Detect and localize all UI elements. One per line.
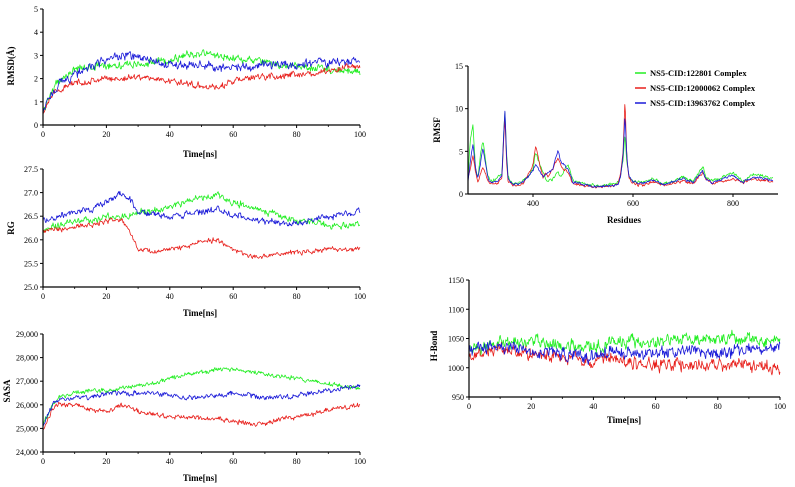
hbond-panel: 0 20 40 60 80 100 950 1000 1050 1100 1150 Time[ns]… bbox=[429, 276, 786, 425]
rg-x-tick-label: 60 bbox=[229, 292, 237, 301]
rmsd-y-tick-label: 5 bbox=[34, 5, 38, 14]
hbond-series-green-line bbox=[468, 329, 781, 356]
rg-y-tick-label: 25.0 bbox=[24, 283, 38, 292]
rg-x-axis-label: Time[ns] bbox=[183, 308, 217, 318]
sasa-y-tick-label: 27,000 bbox=[16, 377, 38, 386]
hbond-plot-area: 0 20 40 60 80 100 950 1000 1050 1100 1150 bbox=[448, 276, 786, 411]
hbond-y-tick-label: 1050 bbox=[448, 335, 464, 344]
rmsd-x-tick-label: 80 bbox=[293, 130, 301, 139]
legend: NS5-CID:122801 Complex NS5-CID:12000062 … bbox=[635, 68, 756, 108]
sasa-x-tick-label: 40 bbox=[166, 457, 174, 466]
rmsd-series-red-line bbox=[42, 63, 361, 114]
sasa-series-red-line bbox=[42, 401, 361, 430]
rg-y-tick-label: 27.5 bbox=[24, 165, 38, 174]
rg-series-red-line bbox=[42, 217, 361, 260]
rmsd-x-tick-label: 100 bbox=[354, 130, 366, 139]
sasa-y-tick-label: 28,000 bbox=[16, 354, 38, 363]
rg-y-axis-label: RG bbox=[6, 221, 16, 235]
hbond-x-tick-label: 60 bbox=[652, 402, 660, 411]
rmsd-series-blue-line bbox=[42, 51, 360, 114]
sasa-x-axis-label: Time[ns] bbox=[183, 473, 217, 483]
sasa-x-tick-label: 20 bbox=[102, 457, 110, 466]
sasa-x-tick-label: 100 bbox=[354, 457, 366, 466]
rmsd-x-tick-label: 0 bbox=[41, 130, 45, 139]
hbond-x-tick-label: 0 bbox=[467, 402, 471, 411]
rmsf-panel: 400 600 800 0 5 10 15 Residues RMSF bbox=[432, 62, 778, 225]
hbond-x-axis-label: Time[ns] bbox=[607, 415, 641, 425]
rmsf-y-tick-label: 15 bbox=[455, 62, 463, 71]
rg-series-blue-line bbox=[42, 190, 361, 227]
hbond-y-tick-label: 1100 bbox=[448, 305, 464, 314]
sasa-x-tick-label: 60 bbox=[229, 457, 237, 466]
rmsf-y-axis-label: RMSF bbox=[432, 117, 442, 143]
hbond-x-tick-label: 40 bbox=[589, 402, 597, 411]
rg-y-tick-label: 25.5 bbox=[24, 259, 38, 268]
rmsf-y-tick-label: 10 bbox=[455, 105, 463, 114]
rmsf-series-blue-line bbox=[467, 110, 774, 188]
hbond-series-blue-line bbox=[468, 340, 781, 365]
hbond-y-axis-label: H-Bond bbox=[429, 331, 439, 362]
sasa-y-tick-label: 24,000 bbox=[16, 448, 38, 457]
rmsd-plot-area: 0 20 40 60 80 100 0 1 2 3 4 5 bbox=[34, 5, 366, 139]
hbond-y-tick-label: 1000 bbox=[448, 364, 464, 373]
rmsf-x-axis-label: Residues bbox=[607, 215, 642, 225]
rg-x-tick-label: 100 bbox=[354, 292, 366, 301]
rmsf-series-red-line bbox=[467, 104, 774, 189]
rmsd-x-tick-label: 40 bbox=[166, 130, 174, 139]
rmsd-x-tick-label: 60 bbox=[229, 130, 237, 139]
rmsd-series-green-line bbox=[42, 49, 361, 114]
rmsd-y-tick-label: 3 bbox=[34, 51, 38, 60]
rmsd-panel: 0 20 40 60 80 100 0 1 2 3 4 5 Time[ns] RMSD(Å) bbox=[6, 5, 366, 159]
rg-x-tick-label: 80 bbox=[293, 292, 301, 301]
rmsd-y-tick-label: 2 bbox=[34, 75, 38, 84]
rmsf-plot-area: 400 600 800 0 5 10 15 bbox=[455, 62, 778, 208]
rg-x-tick-label: 20 bbox=[102, 292, 110, 301]
sasa-y-tick-label: 26,000 bbox=[16, 401, 38, 410]
rg-y-tick-label: 26.0 bbox=[24, 236, 38, 245]
rmsd-y-tick-label: 4 bbox=[34, 28, 38, 37]
sasa-y-tick-label: 25,000 bbox=[16, 424, 38, 433]
rmsd-x-axis-label: Time[ns] bbox=[183, 149, 217, 159]
sasa-x-tick-label: 0 bbox=[41, 457, 45, 466]
rg-x-tick-label: 40 bbox=[166, 292, 174, 301]
sasa-series-blue-line bbox=[42, 384, 361, 427]
rg-panel: 0 20 40 60 80 100 25.0 25.5 26.0 26.5 27.0 27.5 Tim… bbox=[6, 165, 366, 318]
hbond-x-tick-label: 80 bbox=[714, 402, 722, 411]
rmsf-x-tick-label: 400 bbox=[527, 199, 539, 208]
hbond-x-tick-label: 20 bbox=[527, 402, 535, 411]
rmsd-y-tick-label: 0 bbox=[34, 121, 38, 130]
rmsf-y-tick-label: 0 bbox=[459, 190, 463, 199]
rmsd-y-axis-label: RMSD(Å) bbox=[6, 47, 16, 86]
legend-label-2: NS5-CID:12000062 Complex bbox=[650, 83, 756, 93]
sasa-series-green-line bbox=[42, 367, 361, 426]
rmsd-x-tick-label: 20 bbox=[102, 130, 110, 139]
rmsf-y-tick-label: 5 bbox=[459, 147, 463, 156]
rg-plot-area: 0 20 40 60 80 100 25.0 25.5 26.0 26.5 27.0 27.5 bbox=[24, 165, 366, 301]
hbond-y-tick-label: 950 bbox=[452, 393, 464, 402]
rmsf-x-tick-label: 800 bbox=[727, 199, 739, 208]
hbond-x-tick-label: 100 bbox=[774, 402, 786, 411]
rmsf-x-tick-label: 600 bbox=[627, 199, 639, 208]
rg-y-tick-label: 26.5 bbox=[24, 212, 38, 221]
sasa-plot-area: 0 20 40 60 80 100 24,000 25,000 26,000 27,000 28,0… bbox=[16, 330, 366, 466]
hbond-series-red-line bbox=[468, 341, 781, 376]
rg-x-tick-label: 0 bbox=[41, 292, 45, 301]
hbond-y-tick-label: 1150 bbox=[448, 276, 464, 285]
rg-y-tick-label: 27.0 bbox=[24, 189, 38, 198]
sasa-panel: 0 20 40 60 80 100 24,000 25,000 26,000 27,000 28,0… bbox=[2, 330, 366, 483]
legend-label-1: NS5-CID:122801 Complex bbox=[650, 68, 747, 78]
sasa-x-tick-label: 80 bbox=[293, 457, 301, 466]
legend-label-3: NS5-CID:13963762 Complex bbox=[650, 98, 756, 108]
rmsd-y-tick-label: 1 bbox=[34, 98, 38, 107]
sasa-y-axis-label: SASA bbox=[2, 379, 12, 403]
sasa-y-tick-label: 29,000 bbox=[16, 330, 38, 339]
